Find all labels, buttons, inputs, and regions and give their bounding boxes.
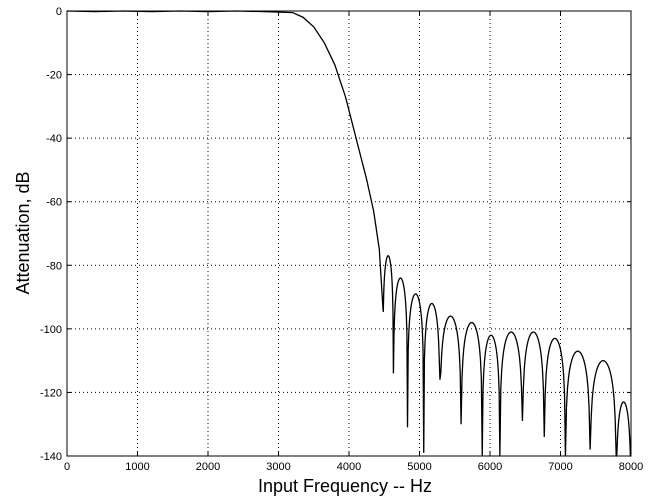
- x-tick-label: 6000: [478, 461, 502, 473]
- y-tick-label: -60: [46, 197, 62, 209]
- x-tick-label: 2000: [196, 461, 220, 473]
- x-tick-label: 0: [64, 461, 70, 473]
- tick-labels: 0 1000 2000 3000 4000 5000 6000 7000 8000 0 -20 -40…: [40, 6, 643, 473]
- ticks: [66, 10, 632, 457]
- y-axis-title: Attenuation, dB: [13, 171, 33, 294]
- y-tick-label: 0: [56, 6, 62, 18]
- plot-frame: [66, 10, 632, 457]
- grid: [67, 11, 631, 456]
- x-axis-title: Input Frequency -- Hz: [258, 476, 432, 496]
- x-tick-label: 7000: [548, 461, 572, 473]
- x-tick-label: 4000: [337, 461, 361, 473]
- x-tick-label: 8000: [619, 461, 643, 473]
- x-tick-label: 1000: [125, 461, 149, 473]
- response-curve: [66, 10, 632, 457]
- y-tick-label: -40: [46, 133, 62, 145]
- y-tick-label: -100: [40, 324, 62, 336]
- y-tick-label: -20: [46, 70, 62, 82]
- x-tick-label: 5000: [407, 461, 431, 473]
- x-tick-label: 3000: [266, 461, 290, 473]
- y-tick-label: -80: [46, 260, 62, 272]
- y-tick-label: -140: [40, 451, 62, 463]
- y-tick-label: -120: [40, 387, 62, 399]
